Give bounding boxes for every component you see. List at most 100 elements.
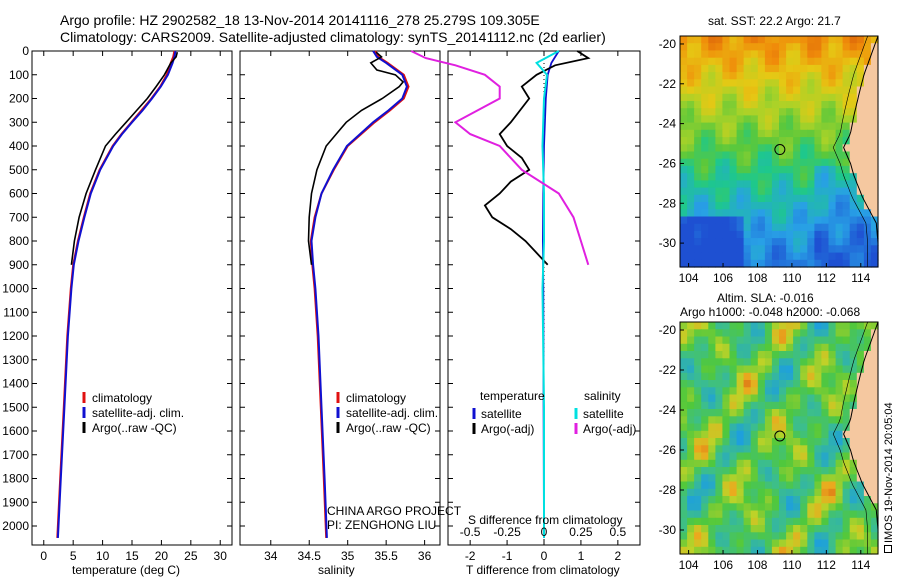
- map-cell: [743, 496, 752, 504]
- map-cell: [786, 409, 794, 417]
- map-cell: [828, 180, 837, 189]
- map-x-tick-label: 114: [851, 271, 870, 285]
- map-cell: [786, 64, 794, 73]
- map-cell: [779, 43, 787, 51]
- map-cell: [814, 165, 823, 174]
- map-cell: [863, 57, 872, 66]
- map-cell: [863, 43, 872, 51]
- map-cell: [743, 144, 752, 153]
- map-cell: [736, 173, 745, 181]
- map-cell: [722, 496, 731, 504]
- map-cell: [715, 194, 724, 203]
- map-cell: [750, 158, 759, 167]
- map-cell: [835, 532, 844, 541]
- map-cell: [757, 329, 766, 338]
- map-cell: [715, 202, 724, 210]
- map-cell: [750, 423, 759, 432]
- map-cell: [701, 259, 709, 268]
- map-cell: [694, 158, 702, 167]
- map-cell: [729, 43, 738, 51]
- map-cell: [750, 481, 759, 490]
- map-cell: [680, 481, 688, 490]
- map-cell: [800, 474, 808, 483]
- map-cell: [870, 459, 879, 468]
- map-cell: [814, 86, 823, 95]
- map-cell: [828, 252, 837, 261]
- map-cell: [771, 252, 780, 261]
- map-cell: [870, 180, 879, 189]
- map-cell: [764, 64, 773, 73]
- map-cell: [828, 539, 837, 548]
- map-cell: [750, 36, 759, 44]
- map-cell: [807, 79, 815, 88]
- map-cell: [701, 438, 709, 446]
- map-cell: [835, 93, 844, 102]
- map-cell: [694, 539, 702, 548]
- map-cell: [743, 394, 752, 403]
- map-cell: [828, 517, 837, 526]
- map-cell: [687, 144, 695, 153]
- map-cell: [694, 423, 702, 432]
- map-cell: [842, 546, 851, 555]
- map-cell: [729, 64, 738, 73]
- map-cell: [771, 474, 780, 483]
- map-cell: [863, 423, 872, 432]
- map-cell: [680, 187, 688, 196]
- map-cell: [687, 503, 695, 512]
- map-cell: [870, 496, 879, 504]
- map-cell: [701, 322, 709, 330]
- map-cell: [828, 122, 837, 131]
- map-cell: [786, 216, 794, 225]
- map-cell: [842, 245, 851, 254]
- map-cell: [800, 517, 808, 526]
- map-cell: [863, 194, 872, 203]
- y-tick-label: 300: [9, 115, 29, 129]
- map-cell: [715, 329, 724, 338]
- map-cell: [835, 194, 844, 203]
- map-cell: [708, 64, 716, 73]
- map-cell: [849, 387, 858, 396]
- map-cell: [828, 108, 837, 116]
- map-cell: [708, 158, 716, 167]
- map-cell: [779, 223, 787, 232]
- map-cell: [849, 238, 858, 246]
- map-cell: [814, 445, 823, 454]
- map-cell: [771, 101, 780, 109]
- map-cell: [800, 230, 808, 239]
- y-tick-label: 0: [22, 44, 29, 58]
- map-cell: [842, 230, 851, 239]
- map-cell: [814, 430, 823, 439]
- map-cell: [856, 423, 865, 432]
- map-cell: [701, 517, 709, 526]
- map-cell: [870, 245, 879, 254]
- map-cell: [694, 50, 702, 59]
- map-cell: [687, 336, 695, 345]
- map-cell: [757, 252, 766, 261]
- map-cell: [793, 503, 801, 512]
- map-cell: [722, 401, 731, 410]
- map-cell: [764, 57, 773, 66]
- map-cell: [757, 445, 766, 454]
- map-cell: [821, 144, 830, 153]
- map-cell: [743, 467, 752, 475]
- map-cell: [849, 216, 858, 225]
- map-cell: [828, 525, 837, 533]
- map-cell: [722, 165, 731, 174]
- map-cell: [849, 252, 858, 261]
- map-cell: [764, 358, 773, 367]
- map-cell: [736, 165, 745, 174]
- map-cell: [800, 180, 808, 189]
- map-cell: [779, 380, 787, 388]
- x-tick-label-temperature: 5: [70, 549, 77, 563]
- map-cell: [736, 517, 745, 526]
- map-cell: [687, 238, 695, 246]
- map-cell: [715, 173, 724, 181]
- map-cell: [715, 180, 724, 189]
- map-cell: [807, 517, 815, 526]
- map-cell: [821, 79, 830, 88]
- map-cell: [793, 351, 801, 359]
- map-cell: [743, 546, 752, 555]
- map-cell: [786, 223, 794, 232]
- map-y-tick-label: -22: [659, 77, 677, 91]
- map-cell: [870, 322, 879, 330]
